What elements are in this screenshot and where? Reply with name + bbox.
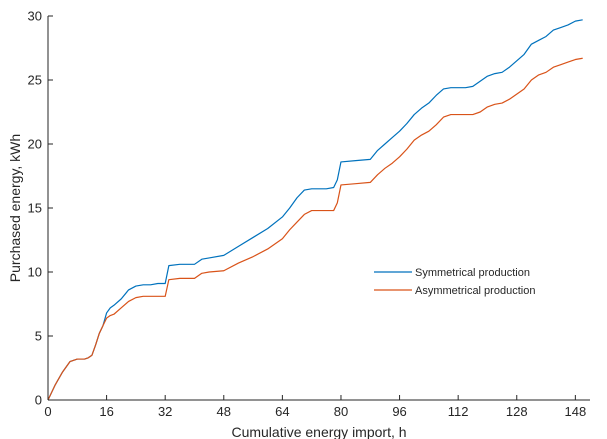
x-tick-label: 80 [334, 404, 348, 419]
y-tick-label: 20 [28, 137, 42, 152]
series-line-asymmetrical [47, 57, 583, 401]
y-tick-label: 25 [28, 73, 42, 88]
x-tick-label: 64 [275, 404, 289, 419]
y-axis-label: Purchased energy, kWh [7, 134, 23, 282]
y-tick-label: 0 [35, 393, 42, 408]
y-tick-label: 10 [28, 265, 42, 280]
axes-layer [47, 16, 590, 401]
y-tick-label: 5 [35, 329, 42, 344]
y-tick-label: 30 [28, 9, 42, 24]
x-tick-label: 48 [217, 404, 231, 419]
legend-label-asymmetrical: Asymmetrical production [415, 285, 535, 297]
series-layer [47, 19, 583, 401]
x-tick-label: 128 [506, 404, 528, 419]
legend-item-asymmetrical: Asymmetrical production [374, 285, 535, 297]
x-axis-ticks: 0 16 32 48 64 80 96 112 128 148 [44, 395, 586, 419]
x-tick-label: 16 [99, 404, 113, 419]
y-tick-label: 15 [28, 201, 42, 216]
x-tick-label: 148 [564, 404, 586, 419]
legend: Symmetrical production Asymmetrical prod… [374, 267, 535, 297]
series-line-symmetrical [47, 19, 583, 401]
legend-label-symmetrical: Symmetrical production [415, 267, 530, 279]
x-tick-label: 112 [448, 404, 469, 419]
y-axis-ticks: 0 5 10 15 20 25 30 [28, 9, 53, 408]
x-axis-label: Cumulative energy import, h [231, 424, 406, 439]
x-tick-label: 96 [392, 404, 406, 419]
x-tick-label: 32 [158, 404, 172, 419]
x-tick-label: 0 [44, 404, 51, 419]
legend-item-symmetrical: Symmetrical production [374, 267, 530, 279]
